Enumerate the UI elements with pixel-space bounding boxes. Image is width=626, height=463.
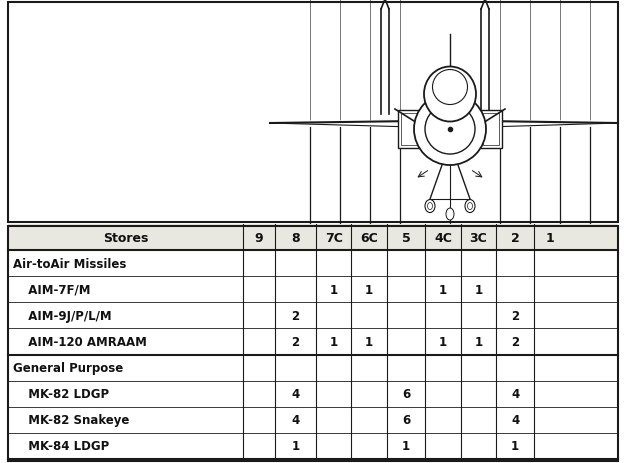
- Text: Stores: Stores: [103, 231, 148, 244]
- Text: 1: 1: [365, 335, 373, 348]
- Text: 1: 1: [511, 439, 520, 452]
- Text: 4: 4: [511, 413, 520, 426]
- Text: Air-toAir Missiles: Air-toAir Missiles: [13, 257, 126, 270]
- Polygon shape: [481, 0, 489, 115]
- Bar: [483, 114, 499, 146]
- Text: 1: 1: [330, 335, 338, 348]
- Text: 6: 6: [402, 413, 410, 426]
- Text: 4C: 4C: [434, 231, 452, 244]
- Bar: [8, 225, 618, 250]
- Bar: [480, 111, 502, 149]
- Text: MK-82 LDGP: MK-82 LDGP: [20, 388, 109, 400]
- Text: AIM-120 AMRAAM: AIM-120 AMRAAM: [20, 335, 147, 348]
- Ellipse shape: [425, 200, 435, 213]
- Text: 1: 1: [291, 439, 299, 452]
- Polygon shape: [486, 122, 618, 128]
- Text: 1: 1: [475, 335, 483, 348]
- Ellipse shape: [446, 209, 454, 220]
- Text: 5: 5: [402, 231, 411, 244]
- Text: 1: 1: [546, 231, 555, 244]
- Text: 1: 1: [475, 283, 483, 296]
- Bar: [398, 111, 420, 149]
- Text: 2: 2: [291, 335, 299, 348]
- Ellipse shape: [465, 200, 475, 213]
- Polygon shape: [270, 122, 414, 128]
- Text: 8: 8: [291, 231, 300, 244]
- Text: 2: 2: [511, 231, 520, 244]
- Text: 2: 2: [511, 309, 520, 322]
- Text: General Purpose: General Purpose: [13, 361, 123, 374]
- Text: 6: 6: [402, 388, 410, 400]
- Ellipse shape: [468, 203, 473, 210]
- Text: 3C: 3C: [470, 231, 487, 244]
- Text: 1: 1: [439, 283, 447, 296]
- Text: 1: 1: [365, 283, 373, 296]
- Text: AIM-7F/M: AIM-7F/M: [20, 283, 91, 296]
- Text: 7C: 7C: [325, 231, 342, 244]
- Text: 2: 2: [291, 309, 299, 322]
- Ellipse shape: [433, 70, 468, 105]
- Text: MK-84 LDGP: MK-84 LDGP: [20, 439, 110, 452]
- Text: 9: 9: [254, 231, 263, 244]
- Text: 4: 4: [291, 413, 299, 426]
- Ellipse shape: [428, 203, 433, 210]
- Text: 6C: 6C: [360, 231, 378, 244]
- Polygon shape: [381, 0, 389, 115]
- Text: 1: 1: [330, 283, 338, 296]
- Text: 4: 4: [511, 388, 520, 400]
- Text: 1: 1: [402, 439, 410, 452]
- Text: 2: 2: [511, 335, 520, 348]
- Text: MK-82 Snakeye: MK-82 Snakeye: [20, 413, 130, 426]
- Bar: [401, 114, 417, 146]
- Text: AIM-9J/P/L/M: AIM-9J/P/L/M: [20, 309, 111, 322]
- Text: 4: 4: [291, 388, 299, 400]
- Ellipse shape: [424, 67, 476, 122]
- Ellipse shape: [414, 94, 486, 166]
- Ellipse shape: [425, 105, 475, 155]
- Text: 1: 1: [439, 335, 447, 348]
